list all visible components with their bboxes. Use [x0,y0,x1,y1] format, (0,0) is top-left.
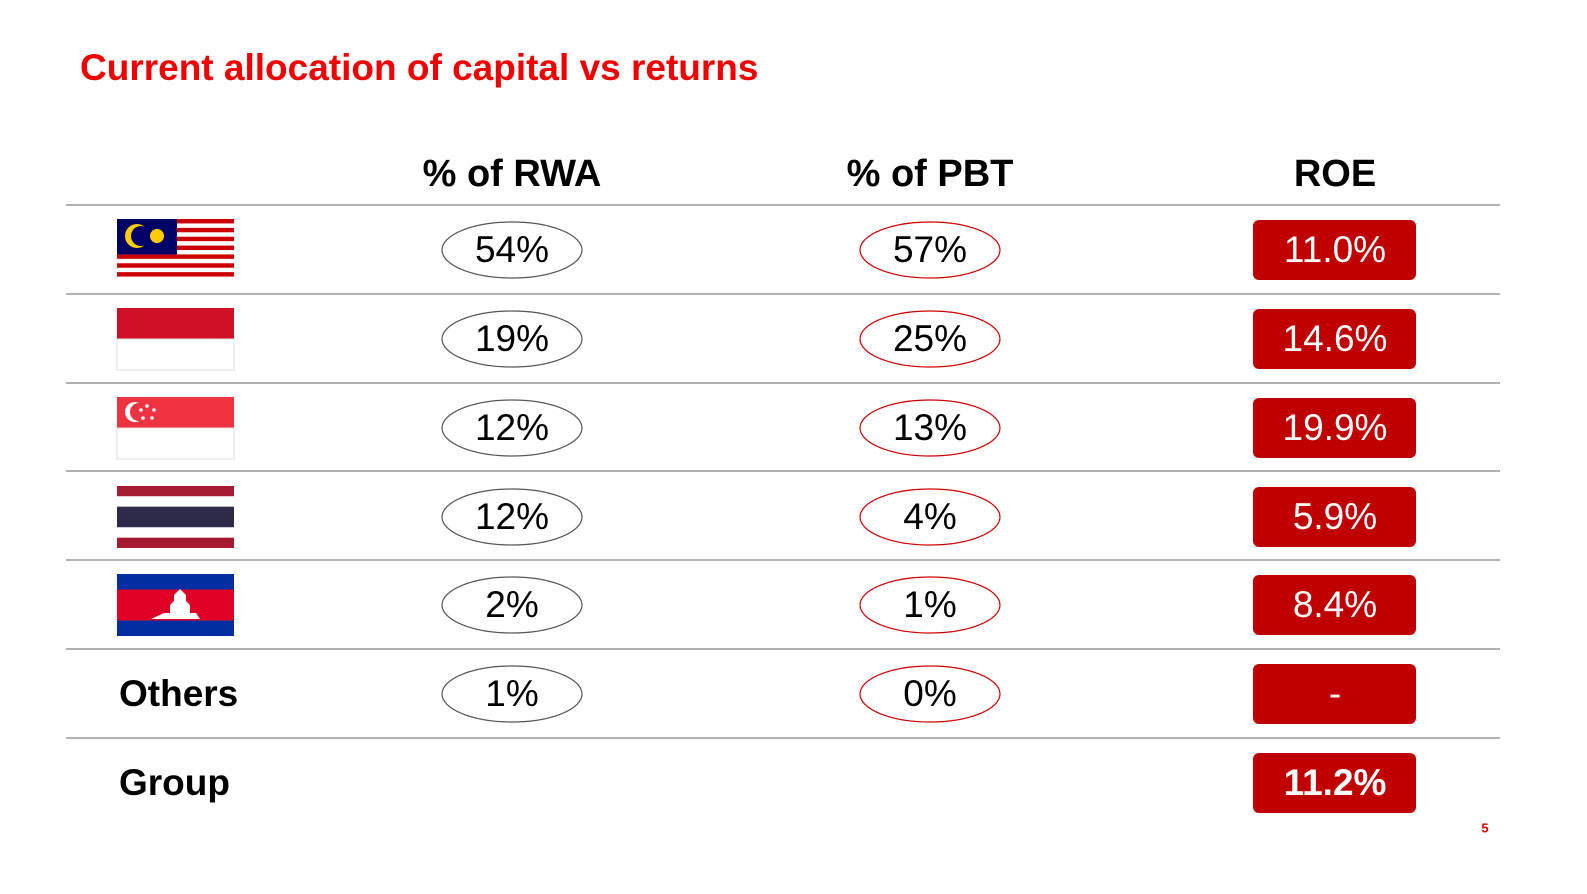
flag-stripe [117,537,234,548]
roe-value: 5.9% [1293,496,1377,537]
pbt-oval [859,221,1001,279]
page-number: 5 [1481,820,1488,835]
rwa-oval [441,576,583,634]
rwa-value: 1% [485,673,538,714]
roe-box [1253,753,1416,813]
slide-title: Current allocation of capital vs returns [80,47,758,88]
flag-star [139,408,143,412]
flag-stripe [117,496,234,507]
flag-star [150,416,154,420]
country-flag [117,574,234,636]
roe-value: 8.4% [1293,584,1377,625]
pbt-value: 0% [903,673,956,714]
roe-box [1253,664,1416,724]
row-label: Group [119,762,230,803]
column-header: % of RWA [423,153,602,195]
pbt-value: 25% [893,318,967,359]
flag-star [152,408,156,412]
flag-stripe [117,263,234,268]
flag-bottom [116,338,235,371]
flag-star [141,416,145,420]
rwa-oval [441,310,583,368]
roe-box [1253,309,1416,369]
flag-stripe [117,486,234,497]
rwa-oval [441,488,583,546]
flag-stripe [117,574,234,590]
flag-bottom [116,427,235,460]
pbt-value: 57% [893,229,967,270]
pbt-value: 4% [903,496,956,537]
flag-stripe [117,527,234,538]
roe-box [1253,487,1416,547]
roe-box [1253,398,1416,458]
rwa-value: 12% [475,496,549,537]
country-flag [116,308,235,371]
country-flag [117,219,234,281]
roe-box [1253,220,1416,280]
rwa-oval [441,399,583,457]
roe-value: 19.9% [1283,407,1388,448]
pbt-oval [859,399,1001,457]
pbt-oval [859,665,1001,723]
column-header: ROE [1294,153,1376,195]
roe-box [1253,575,1416,635]
pbt-oval [859,488,1001,546]
rwa-value: 19% [475,318,549,359]
rwa-oval [441,665,583,723]
roe-value: - [1329,673,1341,714]
roe-value: 14.6% [1283,318,1388,359]
country-flag [116,397,235,460]
flag-stripe [117,272,234,277]
country-flag [117,486,234,548]
flag-temple [151,589,200,619]
pbt-value: 13% [893,407,967,448]
flag-stripe [117,506,234,528]
column-header: % of PBT [847,153,1014,195]
flag-stripe [117,254,234,259]
rwa-oval [441,221,583,279]
rwa-value: 2% [485,584,538,625]
row-label: Others [119,673,238,714]
pbt-value: 1% [903,584,956,625]
flag-star [150,229,164,243]
flag-crescent-cut [131,226,151,246]
pbt-oval [859,310,1001,368]
roe-value: 11.0% [1284,229,1386,270]
pbt-oval [859,576,1001,634]
rwa-value: 54% [475,229,549,270]
flag-top [117,308,234,339]
roe-value: 11.2% [1284,762,1387,803]
flag-stripe [117,620,234,636]
rwa-value: 12% [475,407,549,448]
flag-star [145,404,149,408]
